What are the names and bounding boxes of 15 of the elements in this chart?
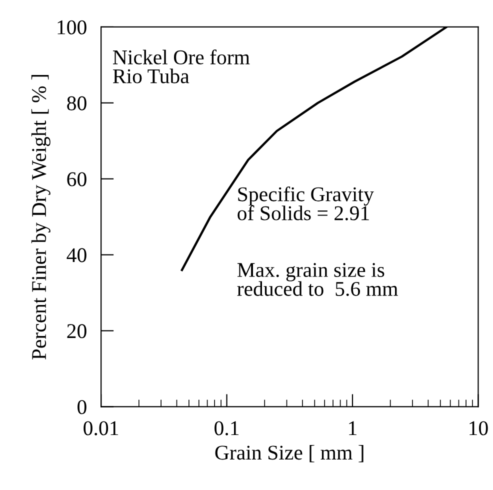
y-tick-label: 20 [67,324,86,338]
annotation: Max. grain size is reduced to 5.6 mm [237,262,398,296]
y-tick-label: 100 [58,20,86,34]
y-tick-label: 40 [66,248,86,262]
y-tick-label: 80 [67,96,86,110]
x-tick-label: 10 [470,421,488,436]
x-axis-title: Grain Size [ mm ] [215,445,364,462]
y-tick-label: 60 [67,172,86,186]
y-axis-title: Percent Finer by Dry Weight [ % ] [31,75,50,360]
annotation: Specific Gravity of Solids = 2.91 [238,186,374,220]
x-tick-label: 0.01 [84,421,118,436]
x-tick-label: 0.1 [214,421,239,436]
x-tick-label: 1 [349,421,356,436]
annotation: Nickel Ore form Rio Tuba [112,50,250,84]
y-tick-label: 0 [78,400,86,414]
